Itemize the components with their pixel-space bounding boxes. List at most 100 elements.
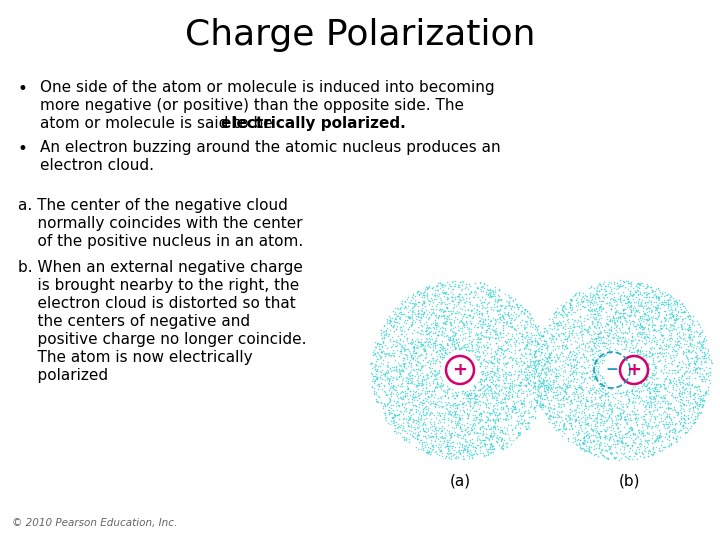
Point xyxy=(682,326,693,334)
Point xyxy=(688,327,699,336)
Point xyxy=(641,350,652,359)
Point xyxy=(510,434,522,442)
Point xyxy=(698,366,709,374)
Point xyxy=(640,301,652,309)
Point xyxy=(611,279,623,287)
Point xyxy=(484,316,495,325)
Point xyxy=(459,290,471,299)
Point xyxy=(665,309,677,318)
Point xyxy=(665,416,676,424)
Point xyxy=(658,345,670,354)
Point xyxy=(618,305,629,314)
Point xyxy=(665,333,676,342)
Point xyxy=(600,454,611,463)
Point xyxy=(495,302,507,310)
Point xyxy=(434,383,446,392)
Point xyxy=(529,382,541,391)
Point xyxy=(494,305,505,314)
Point xyxy=(459,389,471,397)
Point xyxy=(634,295,645,303)
Point xyxy=(463,328,474,337)
Point xyxy=(632,331,644,340)
Point xyxy=(701,368,712,377)
Point xyxy=(395,421,407,429)
Point xyxy=(492,393,503,402)
Point xyxy=(562,361,574,369)
Point xyxy=(423,296,434,305)
Point xyxy=(423,356,434,364)
Point xyxy=(456,386,467,395)
Point xyxy=(654,287,666,296)
Point xyxy=(472,306,483,315)
Point xyxy=(512,299,523,308)
Point xyxy=(431,450,443,458)
Point xyxy=(662,348,674,357)
Point xyxy=(691,383,703,391)
Point xyxy=(643,304,654,313)
Point xyxy=(511,433,523,441)
Point xyxy=(675,397,686,406)
Point xyxy=(634,435,645,443)
Point xyxy=(420,326,432,335)
Point xyxy=(660,373,672,382)
Point xyxy=(632,383,644,392)
Point xyxy=(634,329,645,338)
Point xyxy=(608,294,619,303)
Point xyxy=(378,321,390,329)
Point xyxy=(446,442,458,451)
Point xyxy=(505,414,517,423)
Point xyxy=(593,350,604,359)
Point xyxy=(410,402,422,410)
Point xyxy=(595,411,607,420)
Point xyxy=(425,450,436,458)
Point xyxy=(602,328,613,336)
Point xyxy=(538,375,549,383)
Point xyxy=(595,333,606,342)
Point xyxy=(419,338,431,346)
Point xyxy=(510,354,521,363)
Point xyxy=(464,438,475,447)
Point xyxy=(677,330,688,339)
Point xyxy=(426,390,438,399)
Point xyxy=(511,359,523,368)
Point xyxy=(575,382,586,390)
Point xyxy=(665,321,677,329)
Point xyxy=(446,438,458,447)
Point xyxy=(426,440,438,449)
Point xyxy=(392,374,403,383)
Point xyxy=(469,278,481,287)
Point xyxy=(490,297,501,306)
Point xyxy=(622,292,634,300)
Point xyxy=(469,396,481,405)
Point xyxy=(465,319,477,327)
Point xyxy=(409,352,420,360)
Point xyxy=(585,334,596,343)
Point xyxy=(564,348,576,356)
Point xyxy=(452,334,464,343)
Point xyxy=(588,431,599,440)
Point xyxy=(606,305,617,313)
Point xyxy=(602,414,613,422)
Point xyxy=(395,347,407,355)
Point xyxy=(642,399,653,407)
Point xyxy=(477,348,489,357)
Point xyxy=(470,394,482,403)
Point xyxy=(555,321,567,329)
Point xyxy=(567,325,578,334)
Point xyxy=(649,325,661,334)
Point xyxy=(440,452,451,461)
Point xyxy=(475,411,487,420)
Point xyxy=(434,352,446,360)
Point xyxy=(674,401,685,409)
Point xyxy=(592,419,603,428)
Point xyxy=(402,325,414,334)
Point xyxy=(402,344,413,353)
Point xyxy=(641,329,652,338)
Point xyxy=(456,440,468,449)
Point xyxy=(615,405,626,414)
Point xyxy=(506,381,518,389)
Point xyxy=(636,420,647,428)
Point xyxy=(616,282,628,291)
Point xyxy=(564,322,576,330)
Point xyxy=(656,396,667,405)
